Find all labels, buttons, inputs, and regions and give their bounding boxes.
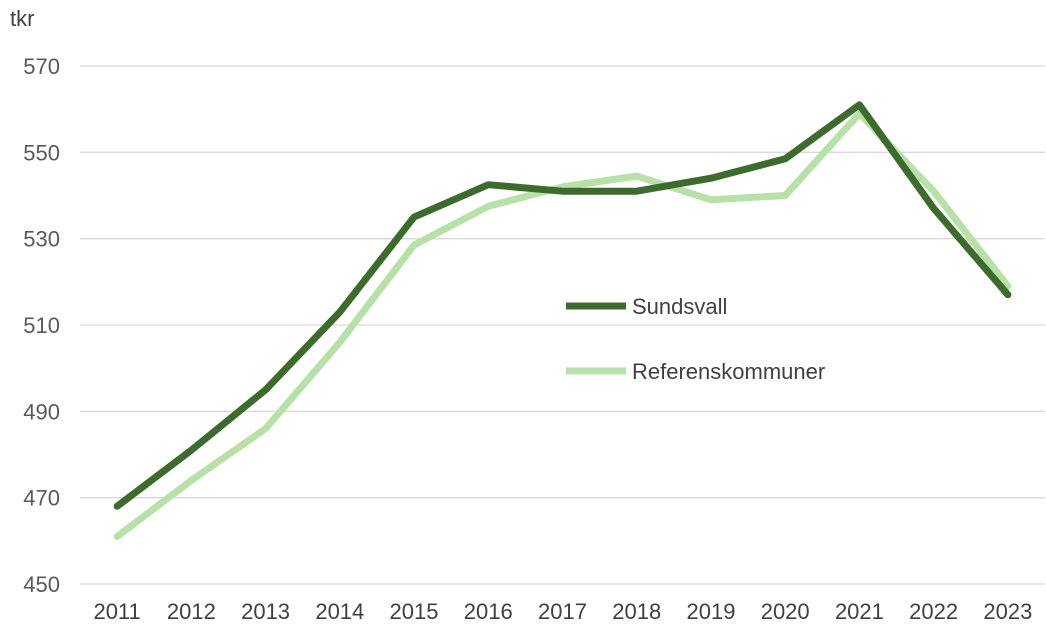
series-line-referenskommuner (113, 110, 1012, 540)
x-tick-label: 2021 (835, 599, 884, 624)
x-tick-label: 2014 (315, 599, 364, 624)
y-tick-label: 530 (23, 227, 60, 252)
x-tick-label: 2012 (167, 599, 216, 624)
y-tick-label: 490 (23, 399, 60, 424)
x-tick-label: 2022 (909, 599, 958, 624)
y-axis-ticks: 450 470 490 510 530 550 570 (23, 54, 60, 597)
x-tick-label: 2015 (390, 599, 439, 624)
x-tick-label: 2017 (538, 599, 587, 624)
series-line-sundsvall (113, 101, 1012, 510)
x-tick-label: 2023 (983, 599, 1032, 624)
y-tick-label: 510 (23, 313, 60, 338)
y-tick-label: 550 (23, 140, 60, 165)
x-axis-ticks: 2011 2012 2013 2014 2015 2016 2017 2018 2019 2020… (93, 599, 1032, 624)
x-tick-label: 2016 (464, 599, 513, 624)
x-tick-label: 2019 (686, 599, 735, 624)
series-lines (113, 101, 1012, 540)
y-tick-label: 570 (23, 54, 60, 79)
x-tick-label: 2020 (761, 599, 810, 624)
gridlines (80, 65, 1045, 585)
legend-label: Referenskommuner (632, 359, 825, 384)
y-axis-unit-label: tkr (10, 6, 35, 31)
legend: Sundsvall Referenskommuner (566, 294, 825, 384)
x-tick-label: 2013 (241, 599, 290, 624)
x-tick-label: 2018 (612, 599, 661, 624)
x-tick-label: 2011 (93, 599, 140, 624)
y-tick-label: 450 (23, 572, 60, 597)
legend-label: Sundsvall (632, 294, 727, 319)
y-tick-label: 470 (23, 486, 60, 511)
